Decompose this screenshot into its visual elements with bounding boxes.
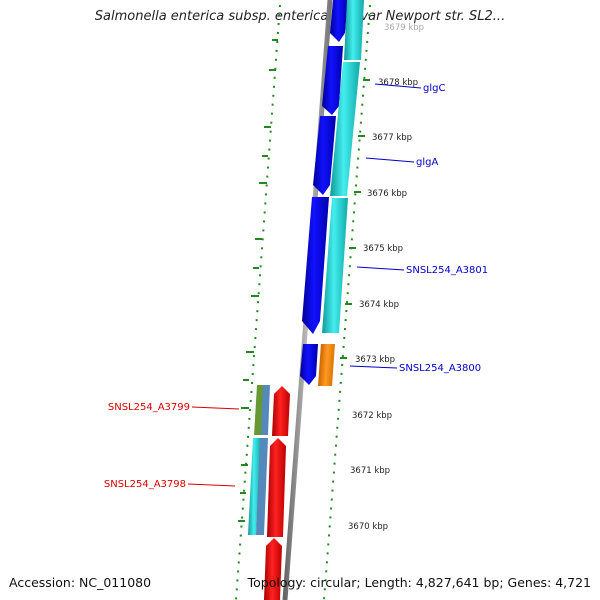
scale-tick-label: 3677 kbp (372, 133, 412, 143)
kbp-scale: 3679 kbp 3678 kbp 3677 kbp 3676 kbp 3675… (348, 23, 424, 532)
outer-dotted-ring-right (323, 4, 371, 600)
accession-label: Accession: NC_011080 (9, 575, 152, 590)
orange-feature[interactable] (318, 344, 335, 386)
reverse-gene-labels: SNSL254_A3799 SNSL254_A3798 (104, 402, 190, 490)
topology-label: Topology: circular; Length: 4,827,641 bp… (247, 575, 591, 590)
scale-tick-label: 3678 kbp (378, 78, 418, 88)
minor-features (248, 385, 270, 535)
scale-tick-label: 3672 kbp (352, 411, 392, 421)
gene-arrow-glgC-region[interactable] (330, 0, 348, 42)
gene-arrow-A3799[interactable] (272, 386, 290, 436)
forward-strand-genes (300, 0, 348, 385)
gene-arrow-lower[interactable] (264, 538, 282, 600)
gene-label-glgA[interactable]: glgA (416, 157, 438, 168)
right-ring-ticks (340, 79, 370, 359)
gene-label-A3800[interactable]: SNSL254_A3800 (399, 363, 481, 374)
gene-label-A3799[interactable]: SNSL254_A3799 (108, 402, 190, 413)
reverse-label-leaders (187, 406, 240, 487)
genome-title: Salmonella enterica subsp. enterica sero… (94, 9, 506, 24)
outer-dotted-ring-left (235, 4, 281, 600)
steel-feature-top[interactable] (261, 385, 270, 435)
cyan-track-features (322, 0, 364, 333)
forward-gene-labels: glgC glgA SNSL254_A3801 SNSL254_A3800 (399, 83, 488, 374)
gene-arrow-A3800-blue[interactable] (300, 344, 318, 385)
reverse-strand-genes (264, 386, 290, 600)
gene-arrow-A3801[interactable] (302, 197, 329, 334)
gene-label-A3801[interactable]: SNSL254_A3801 (406, 265, 488, 276)
scale-tick-label: 3674 kbp (359, 300, 399, 310)
gc-skew-ticks (238, 39, 278, 522)
steel-feature-lower[interactable] (256, 438, 268, 535)
gene-label-glgC[interactable]: glgC (423, 83, 445, 94)
scale-tick-label: 3676 kbp (367, 189, 407, 199)
scale-tick-label: 3670 kbp (348, 522, 388, 532)
gene-label-A3798[interactable]: SNSL254_A3798 (104, 479, 186, 490)
cyan-feature-1[interactable] (344, 0, 364, 60)
scale-tick-label: 3671 kbp (350, 466, 390, 476)
gene-arrow-glgC[interactable] (322, 46, 343, 115)
cyan-feature-lower[interactable] (248, 438, 261, 535)
scale-tick-label: 3673 kbp (355, 355, 395, 365)
cyan-feature-2[interactable] (330, 62, 360, 196)
gene-arrow-A3798[interactable] (267, 438, 286, 537)
scale-tick-label: 3679 kbp (384, 23, 424, 33)
cyan-feature-3[interactable] (322, 198, 348, 333)
scale-tick-label: 3675 kbp (363, 244, 403, 254)
forward-label-leaders (349, 83, 422, 369)
gene-arrow-glgA[interactable] (313, 116, 336, 195)
